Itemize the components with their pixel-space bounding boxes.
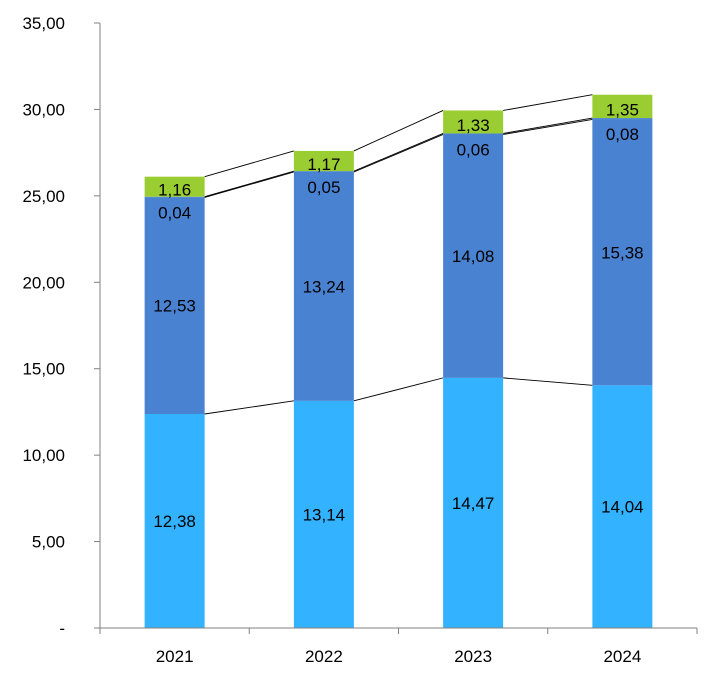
y-tick-label: 5,00 xyxy=(32,533,65,552)
data-label-series-3: 0,05 xyxy=(307,178,340,197)
y-tick-label: 20,00 xyxy=(22,273,65,292)
data-label-series-4: 1,35 xyxy=(606,100,639,119)
bar-series-1-2024 xyxy=(592,385,653,628)
data-label-series-2: 14,08 xyxy=(452,247,495,266)
bar-series-3-2023 xyxy=(443,133,504,135)
series-line-2-1 xyxy=(204,171,294,198)
series-line-3-2 xyxy=(353,133,444,172)
series-line-1-1 xyxy=(204,400,294,415)
data-label-series-2: 12,53 xyxy=(153,297,196,316)
series-line-2-2 xyxy=(353,134,444,173)
series-line-4-2 xyxy=(353,110,444,152)
data-label-series-1: 14,04 xyxy=(601,498,644,517)
data-label-series-1: 12,38 xyxy=(153,512,196,531)
bar-series-2-2022 xyxy=(293,172,354,401)
bar-series-2-2024 xyxy=(592,119,653,386)
series-line-1-3 xyxy=(503,377,593,386)
data-label-series-2: 13,24 xyxy=(303,277,346,296)
bar-series-3-2022 xyxy=(293,171,354,173)
series-line-4-1 xyxy=(204,150,294,178)
series-line-1-2 xyxy=(353,377,444,402)
data-labels: 12,38 13,14 14,47 14,04 12,53 13,24 14,08 15,38… xyxy=(153,100,643,531)
series-line-3-1 xyxy=(204,170,294,198)
axes: - 5,00 10,00 15,00 20,00 25,00 30,00 35,00 2021 2… xyxy=(22,14,698,666)
bar-series-4-2024 xyxy=(592,94,653,119)
series-line-2-3 xyxy=(503,119,593,135)
series-lines xyxy=(204,94,593,415)
data-label-series-3: 0,06 xyxy=(457,140,490,159)
x-tick-label: 2023 xyxy=(454,647,492,666)
data-label-series-1: 14,47 xyxy=(452,494,495,513)
bar-series-4-2021 xyxy=(144,176,205,197)
bar-series-1-2021 xyxy=(144,414,205,628)
data-label-series-1: 13,14 xyxy=(303,505,346,524)
bar-series-1-2022 xyxy=(293,400,354,628)
data-label-series-3: 0,08 xyxy=(606,125,639,144)
data-label-series-4: 1,16 xyxy=(158,181,191,200)
y-tick-label: 30,00 xyxy=(22,100,65,119)
x-tick-label: 2021 xyxy=(156,647,194,666)
bar-series-4-2023 xyxy=(443,110,504,134)
bar-series-4-2022 xyxy=(293,150,354,172)
data-label-series-3: 0,04 xyxy=(158,204,191,223)
y-tick-label: 15,00 xyxy=(22,360,65,379)
bar-series-3-2021 xyxy=(144,196,205,198)
bar-series-2-2023 xyxy=(443,134,504,378)
y-tick-label: 25,00 xyxy=(22,187,65,206)
data-label-series-4: 1,17 xyxy=(307,155,340,174)
y-tick-label: 10,00 xyxy=(22,446,65,465)
y-tick-label: 35,00 xyxy=(22,14,65,33)
x-tick-label: 2024 xyxy=(603,647,641,666)
x-tick-label: 2022 xyxy=(305,647,343,666)
bar-series-1-2023 xyxy=(443,377,504,628)
data-label-series-2: 15,38 xyxy=(601,243,644,262)
series-line-4-3 xyxy=(503,94,593,111)
bars xyxy=(144,94,653,628)
bar-series-2-2021 xyxy=(144,197,205,415)
series-line-3-3 xyxy=(503,117,593,134)
y-tick-label: - xyxy=(59,619,65,638)
data-label-series-4: 1,33 xyxy=(457,116,490,135)
bar-series-3-2024 xyxy=(592,118,653,120)
